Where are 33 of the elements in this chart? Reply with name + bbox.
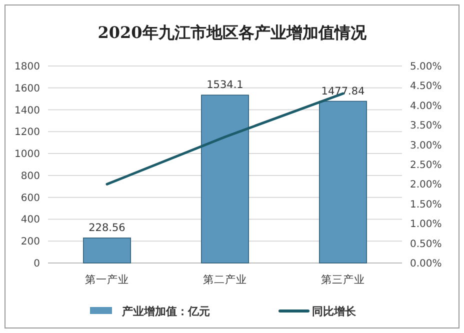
bar xyxy=(201,94,249,264)
y-tick-label: 1800 xyxy=(14,62,40,72)
y-tick-label: 1400 xyxy=(14,105,40,116)
text: 1477.84 xyxy=(321,85,365,98)
chart-title: 2020年九江市地区各产业增加值情况 xyxy=(98,23,368,42)
text: 1534.1 xyxy=(206,79,244,92)
x-tick-label: 第三产业 xyxy=(321,273,365,286)
y-tick-label: 1000 xyxy=(14,149,40,160)
y2-tick-label: 2.50% xyxy=(410,160,442,171)
y-tick-label: 1200 xyxy=(14,127,40,138)
y2-tick-label: 5.00% xyxy=(410,62,442,72)
x-tick-label: 第一产业 xyxy=(85,273,129,286)
y2-tick-label: 3.50% xyxy=(410,120,442,132)
legend-label: 同比增长 xyxy=(312,304,357,318)
x-tick-label: 第二产业 xyxy=(203,273,247,286)
y2-tick-label: 4.00% xyxy=(410,100,442,112)
y-tick-label: 200 xyxy=(20,236,40,248)
y-tick-label: 400 xyxy=(20,214,40,226)
text: 228.56 xyxy=(88,222,126,234)
y2-tick-label: 0.50% xyxy=(410,238,442,250)
bar xyxy=(83,238,131,264)
y-tick-label: 600 xyxy=(20,192,40,204)
y-tick-label: 1600 xyxy=(14,83,40,94)
legend-label: 产业增加值：亿元 xyxy=(121,304,210,318)
y2-tick-label: 2.00% xyxy=(410,180,442,191)
y-tick-label: 0 xyxy=(34,258,40,270)
y2-tick-label: 1.50% xyxy=(410,199,442,210)
y2-tick-label: 1.00% xyxy=(410,219,442,230)
bar xyxy=(319,100,367,264)
y-tick-label: 800 xyxy=(20,170,40,182)
y2-tick-label: 3.00% xyxy=(410,140,442,152)
y2-tick-label: 4.50% xyxy=(410,81,442,92)
y2-tick-label: 0.00% xyxy=(410,258,442,270)
